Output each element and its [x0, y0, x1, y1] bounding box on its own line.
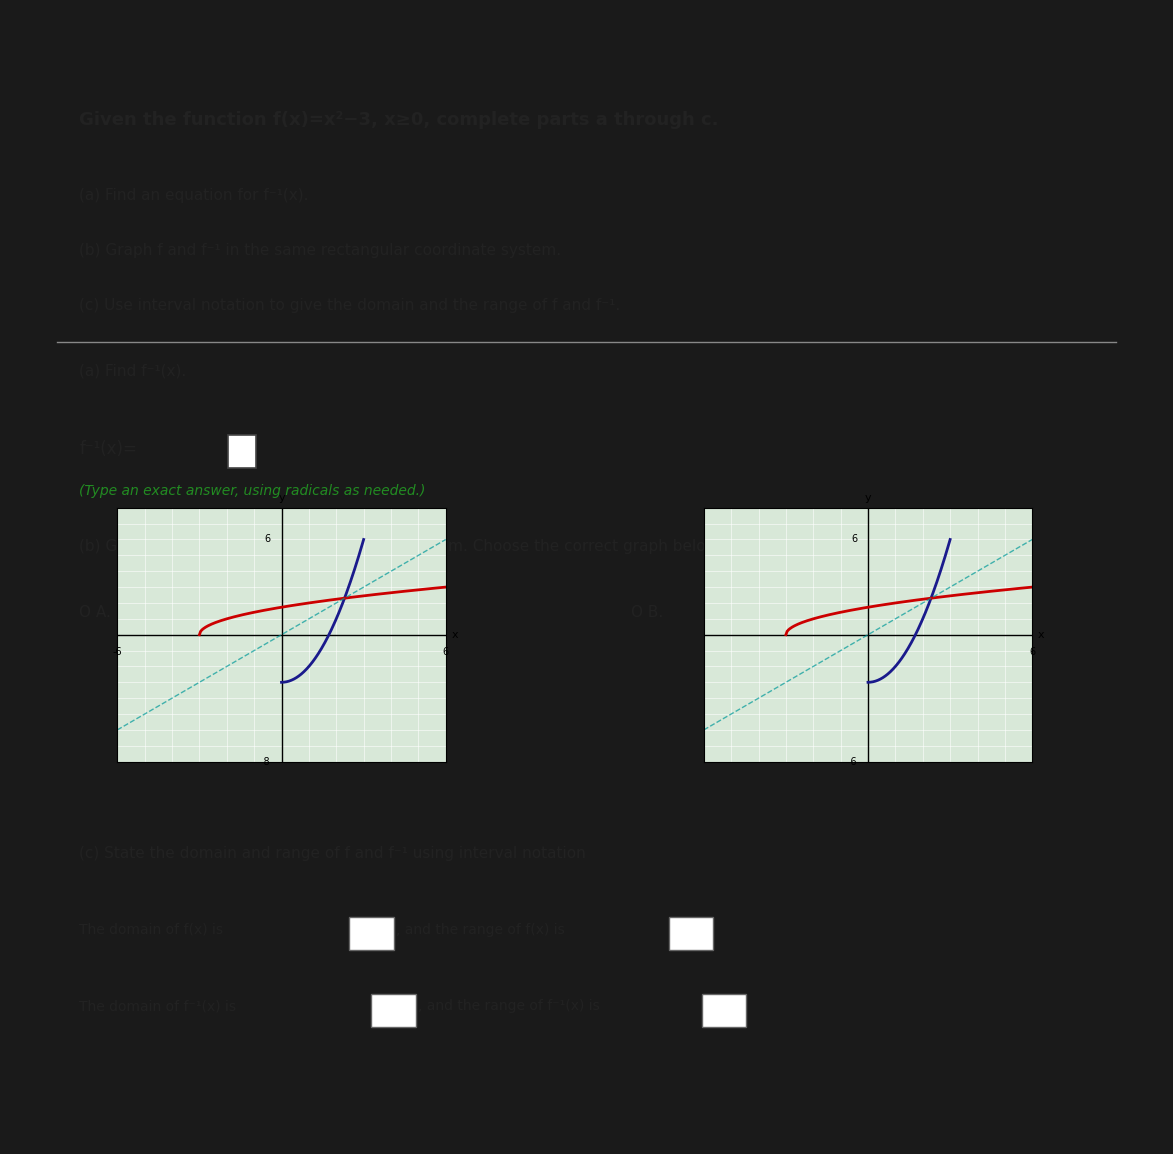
Bar: [703, 994, 746, 1027]
Text: -6: -6: [847, 757, 857, 766]
Text: Given the function f(x)=x²−3, x≥0, complete parts a through c.: Given the function f(x)=x²−3, x≥0, compl…: [80, 112, 719, 129]
Text: (Type an exact answer, using radicals as needed.): (Type an exact answer, using radicals as…: [80, 485, 426, 499]
Text: (b) Graph f and f⁻¹ in the same coordinate system. Choose the correct graph belo: (b) Graph f and f⁻¹ in the same coordina…: [80, 539, 721, 554]
Bar: [228, 435, 256, 467]
Text: (a) Find f⁻¹(x).: (a) Find f⁻¹(x).: [80, 364, 187, 379]
Text: (b) Graph f and f⁻¹ in the same rectangular coordinate system.: (b) Graph f and f⁻¹ in the same rectangu…: [80, 243, 562, 257]
Text: y: y: [865, 493, 872, 503]
Text: 6: 6: [264, 534, 271, 545]
Bar: [372, 994, 415, 1027]
Text: 6: 6: [850, 534, 857, 545]
Text: O A.: O A.: [80, 605, 111, 620]
Bar: [669, 917, 713, 950]
Text: (c) Use interval notation to give the domain and the range of f and f⁻¹.: (c) Use interval notation to give the do…: [80, 298, 621, 313]
Text: 6: 6: [442, 647, 449, 658]
Text: , and the range of f(x) is: , and the range of f(x) is: [395, 923, 564, 937]
Text: 6: 6: [1029, 647, 1036, 658]
Text: -8: -8: [260, 757, 271, 766]
Text: O B.: O B.: [631, 605, 663, 620]
Text: The domain of f(x) is: The domain of f(x) is: [80, 923, 223, 937]
Text: -6: -6: [113, 647, 122, 658]
Text: x: x: [452, 630, 457, 639]
Text: y: y: [278, 493, 285, 503]
Text: (c) State the domain and range of f and f⁻¹ using interval notation: (c) State the domain and range of f and …: [80, 846, 586, 861]
Bar: [350, 917, 393, 950]
Text: f⁻¹(x)=: f⁻¹(x)=: [80, 441, 137, 458]
Text: The domain of f⁻¹(x) is: The domain of f⁻¹(x) is: [80, 999, 236, 1013]
Text: x: x: [1038, 630, 1044, 639]
Text: , and the range of f⁻¹(x) is: , and the range of f⁻¹(x) is: [418, 999, 599, 1013]
Text: (a) Find an equation for f⁻¹(x).: (a) Find an equation for f⁻¹(x).: [80, 188, 308, 203]
